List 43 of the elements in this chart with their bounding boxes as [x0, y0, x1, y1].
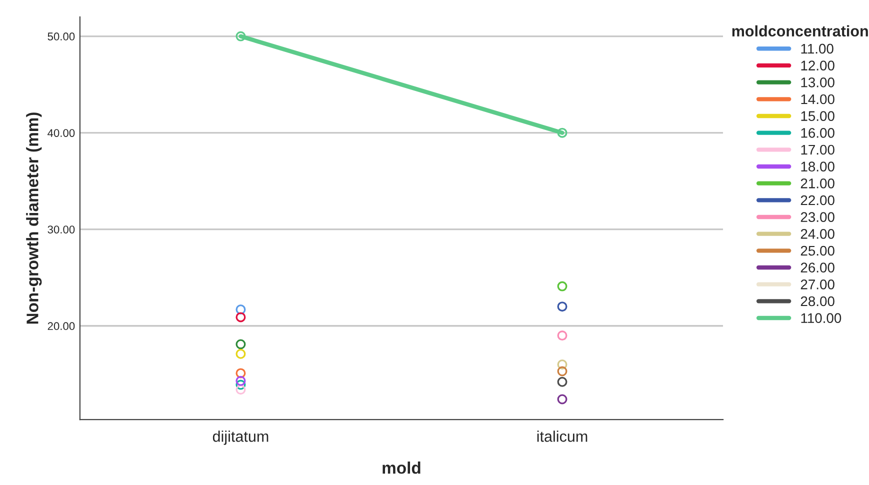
legend-title: moldconcentration: [732, 25, 868, 37]
point: [557, 376, 568, 387]
legend-label: 25.00: [800, 246, 834, 256]
point: [557, 366, 568, 376]
legend-label: 16.00: [801, 128, 834, 138]
legend-label: 110.00: [801, 313, 842, 324]
point: [236, 368, 246, 378]
legend-label: 26.00: [800, 262, 834, 273]
y-tick-label: 40.00: [48, 129, 75, 137]
legend-label: 12.00: [801, 60, 834, 70]
point: [557, 394, 568, 404]
legend-label: 17.00: [801, 144, 834, 155]
y-axis-title: Non-growth diameter (mm): [26, 112, 42, 324]
point: [236, 339, 246, 350]
legend-label: 21.00: [800, 178, 834, 188]
y-tick-label: 50.00: [48, 32, 75, 40]
point: [236, 312, 246, 322]
point: [236, 380, 246, 390]
point: [236, 348, 246, 359]
point: [236, 304, 246, 314]
legend-label: 15.00: [801, 111, 834, 121]
x-tick-label: italicum: [537, 430, 588, 442]
y-tick-label: 30.00: [48, 226, 75, 234]
legend-label: 28.00: [800, 296, 834, 306]
legend-label: 13.00: [801, 77, 834, 88]
point: [236, 376, 246, 386]
legend-label: 27.00: [800, 280, 834, 290]
point: [236, 384, 246, 395]
x-tick-label: dijitatum: [212, 430, 268, 445]
legend-label: 11.00: [801, 44, 834, 54]
legend-label: 18.00: [801, 162, 834, 172]
legend-label: 24.00: [800, 229, 834, 239]
point: [236, 31, 246, 42]
point: [557, 302, 568, 312]
point: [557, 128, 568, 138]
point: [557, 281, 568, 292]
point: [557, 330, 568, 341]
legend-label: 14.00: [801, 94, 834, 104]
point: [557, 360, 568, 370]
y-tick-label: 20.00: [48, 322, 75, 330]
legend-label: 22.00: [800, 195, 834, 206]
x-axis-title: mold: [382, 462, 420, 474]
legend-label: 23.00: [800, 212, 834, 222]
